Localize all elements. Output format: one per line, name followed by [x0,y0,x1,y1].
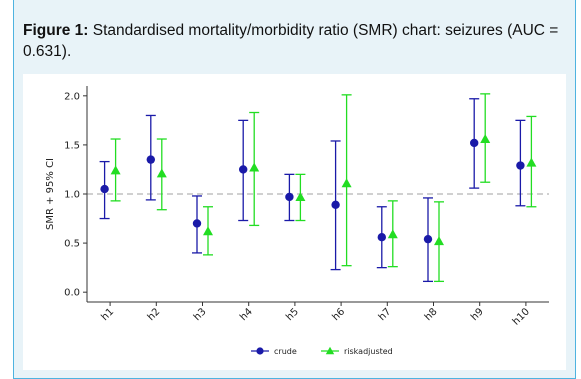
x-tick-label: h10 [511,306,532,327]
y-axis-title: SMR + 95% CI [45,158,56,230]
crude-point [192,219,202,228]
legend-label-riskadjusted: riskadjusted [344,347,393,356]
crude-point [100,184,109,194]
riskadjusted-point [110,165,121,175]
figure-caption-text: Standardised mortality/morbidity ratio (… [23,22,559,60]
crude-point [377,233,386,242]
riskadjusted-point [434,236,444,246]
crude-point [285,192,294,202]
y-tick-label: 1.5 [64,140,80,151]
legend-key-riskadjusted [325,346,335,355]
y-tick-label: 0.5 [64,239,80,250]
riskadjusted-point [387,229,398,239]
riskadjusted-point [526,157,537,167]
crude-point [146,155,155,164]
x-tick-label: h2 [146,306,163,323]
figure-caption: Figure 1: Standardised mortality/morbidi… [23,20,563,62]
riskadjusted-point [203,226,213,236]
chart-panel: 0.0 0.5 1.0 1.5 2.0 SMR + 95% CI h1 h2 h3 h4 h5 h6 h… [23,74,566,370]
y-tick-label: 1.0 [64,190,80,201]
legend-label-crude: crude [274,347,297,356]
crude-point [516,161,525,170]
y-tick-label: 2.0 [64,91,80,102]
legend-key-crude [256,347,264,355]
smr-chart: 0.0 0.5 1.0 1.5 2.0 SMR + 95% CI h1 h2 h3 h4 h5 h6 h… [45,86,549,356]
crude-point [423,234,433,244]
x-tick-label: h9 [469,306,486,323]
riskadjusted-point [249,162,260,172]
x-tick-label: h6 [330,306,347,323]
crude-point [239,165,248,174]
x-tick-label: h5 [284,306,301,323]
x-tick-label: h4 [238,306,255,323]
crude-point [470,138,479,148]
riskadjusted-point [295,191,306,201]
crude-point [331,200,340,209]
riskadjusted-point [480,134,491,144]
x-tick-label: h8 [423,306,440,323]
x-tick-label: h3 [192,306,209,323]
x-tick-label: h7 [377,306,394,323]
figure-label: Figure 1: [23,22,89,39]
riskadjusted-point [341,178,352,188]
figure-frame: Figure 1: Standardised mortality/morbidi… [13,0,576,379]
y-tick-label: 0.0 [64,288,80,299]
riskadjusted-point [156,168,167,178]
x-tick-label: h1 [99,306,116,323]
